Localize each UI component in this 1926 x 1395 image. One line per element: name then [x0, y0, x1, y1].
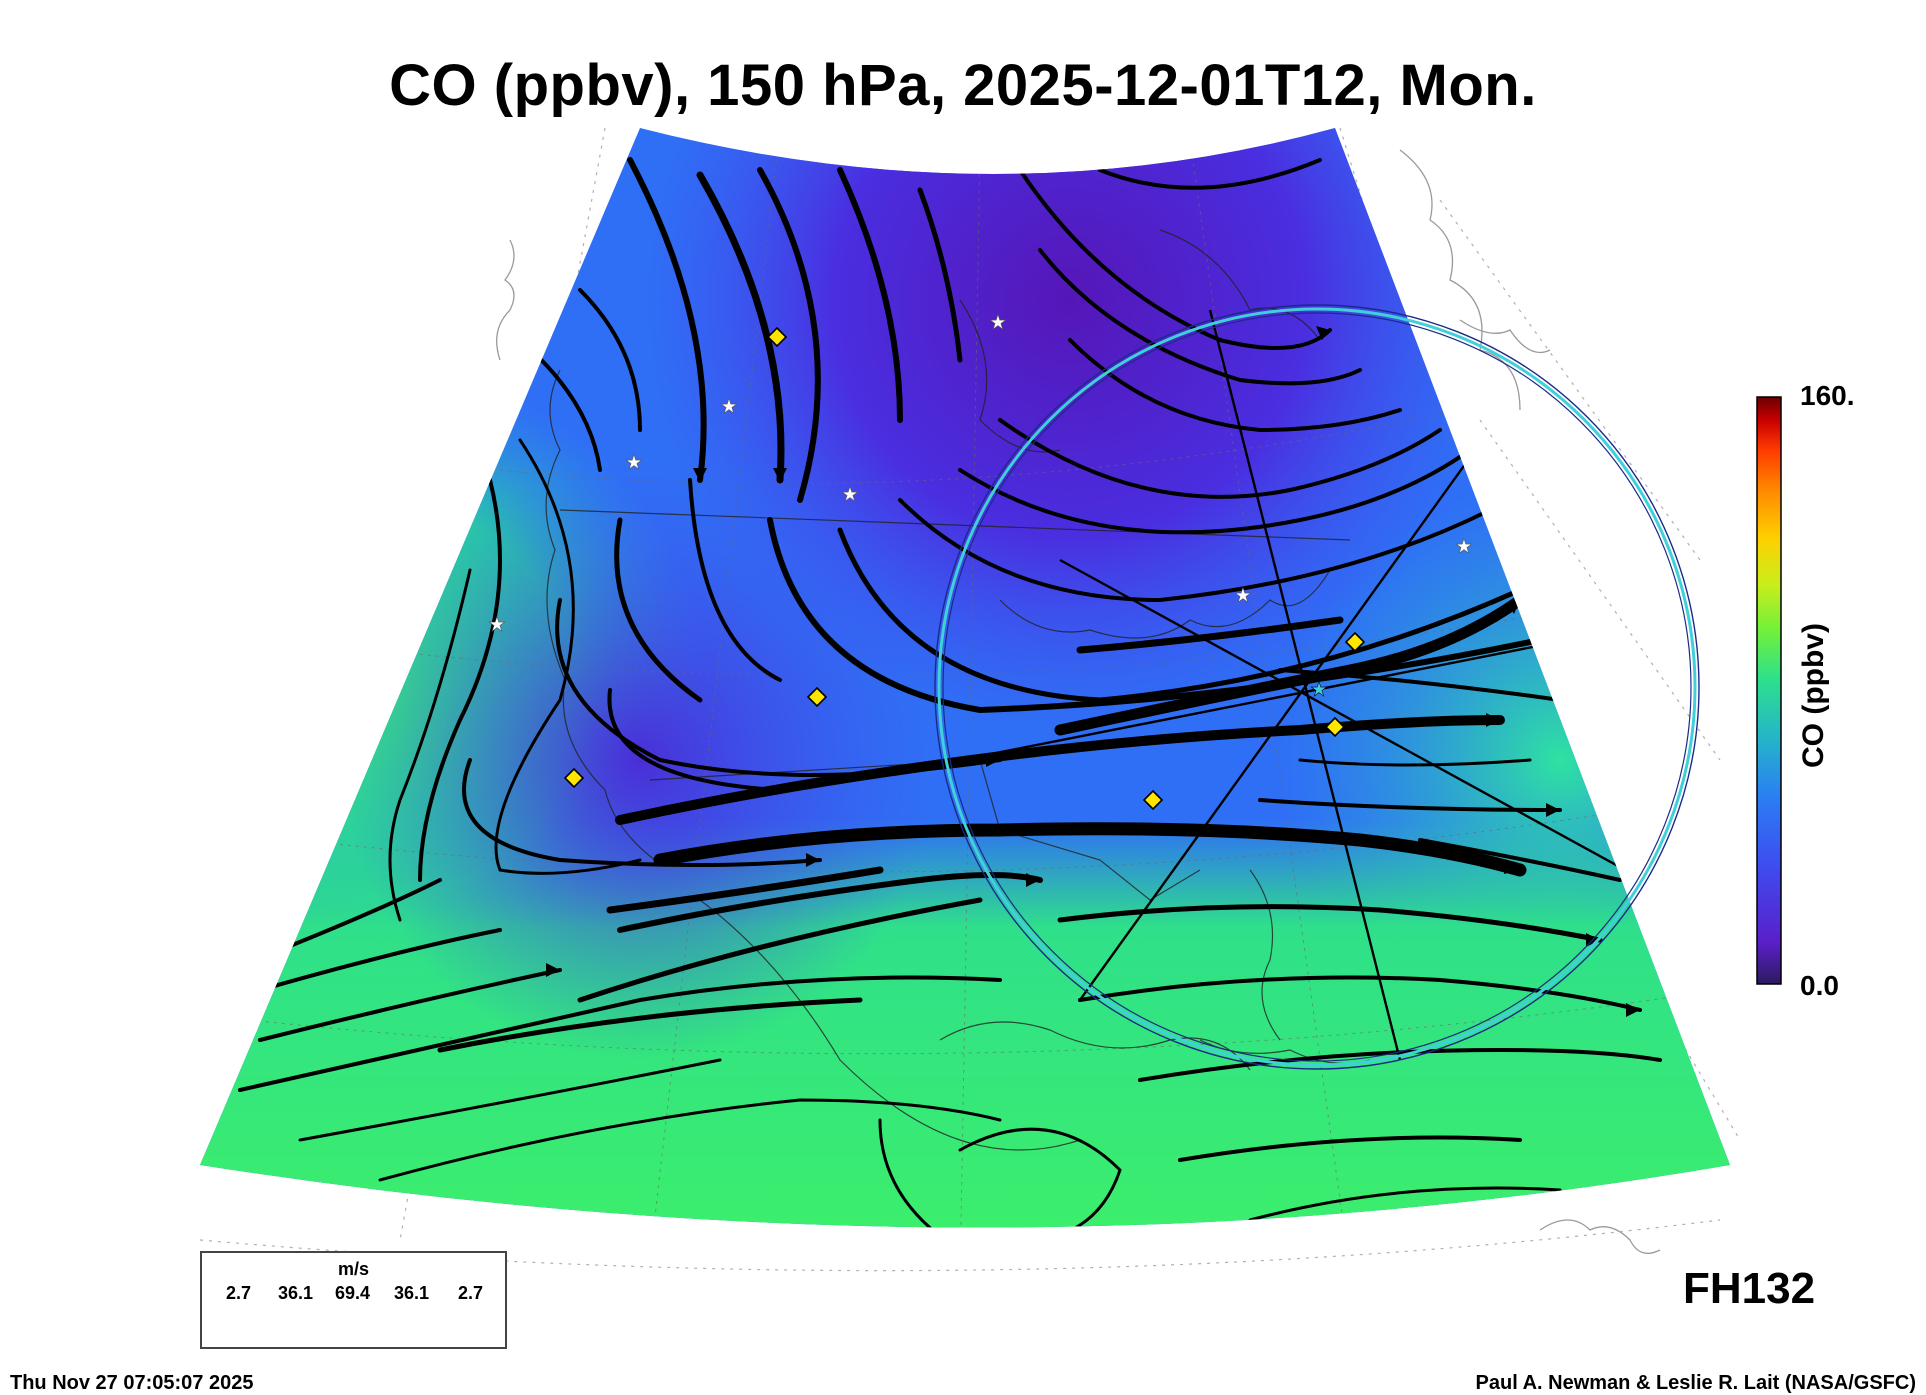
- jet-stream: [606, 594, 1527, 914]
- wind-legend-unit: m/s: [337, 1259, 370, 1279]
- wind-legend-value: 36.1: [394, 1283, 430, 1303]
- wind-legend-value: 2.7: [226, 1283, 252, 1303]
- timestamp: Thu Nov 27 07:05:07 2025: [10, 1372, 254, 1394]
- forecast-hour: FH132: [1683, 1264, 1816, 1313]
- star-marker: ★: [1455, 534, 1473, 558]
- diamond-marker: [806, 686, 828, 708]
- colorbar-max-label: 160.: [1800, 380, 1855, 411]
- wind-legend-value: 2.7: [458, 1283, 484, 1303]
- diamond-marker: [1324, 716, 1346, 738]
- star-marker: ★: [488, 612, 506, 636]
- diamond-marker: [1344, 631, 1366, 653]
- chart-title: CO (ppbv), 150 hPa, 2025-12-01T12, Mon.: [389, 53, 1537, 118]
- star-marker: ★: [841, 482, 859, 506]
- colorbar: [1756, 396, 1782, 985]
- star-marker: ★: [625, 450, 643, 474]
- wind-legend-value: 36.1: [278, 1283, 314, 1303]
- star-markers: ★ ★ ★ ★ ★ ★ ★ ★: [488, 310, 1474, 702]
- wind-speed-legend: m/s 2.7 36.1 69.4 36.1 2.7: [200, 1251, 507, 1349]
- wind-legend-value: 69.4: [335, 1283, 371, 1303]
- diamond-marker: [766, 326, 788, 348]
- diamond-marker: [1142, 789, 1164, 811]
- diamond-marker: [563, 767, 585, 789]
- star-marker: ★: [1234, 583, 1252, 607]
- streamline-arrows: [546, 326, 1640, 1017]
- colorbar-title: CO (ppbv): [1797, 623, 1830, 768]
- credit: Paul A. Newman & Leslie R. Lait (NASA/GS…: [1475, 1372, 1916, 1394]
- outer-coastlines: [496, 149, 1661, 1254]
- diamond-markers: [563, 326, 1366, 811]
- star-marker: ★: [720, 394, 738, 418]
- co-field: [200, 128, 1730, 1228]
- star-marker: ★: [1310, 677, 1328, 701]
- colorbar-min-label: 0.0: [1800, 970, 1839, 1001]
- range-circle: [934, 304, 1700, 1070]
- star-marker: ★: [989, 310, 1007, 334]
